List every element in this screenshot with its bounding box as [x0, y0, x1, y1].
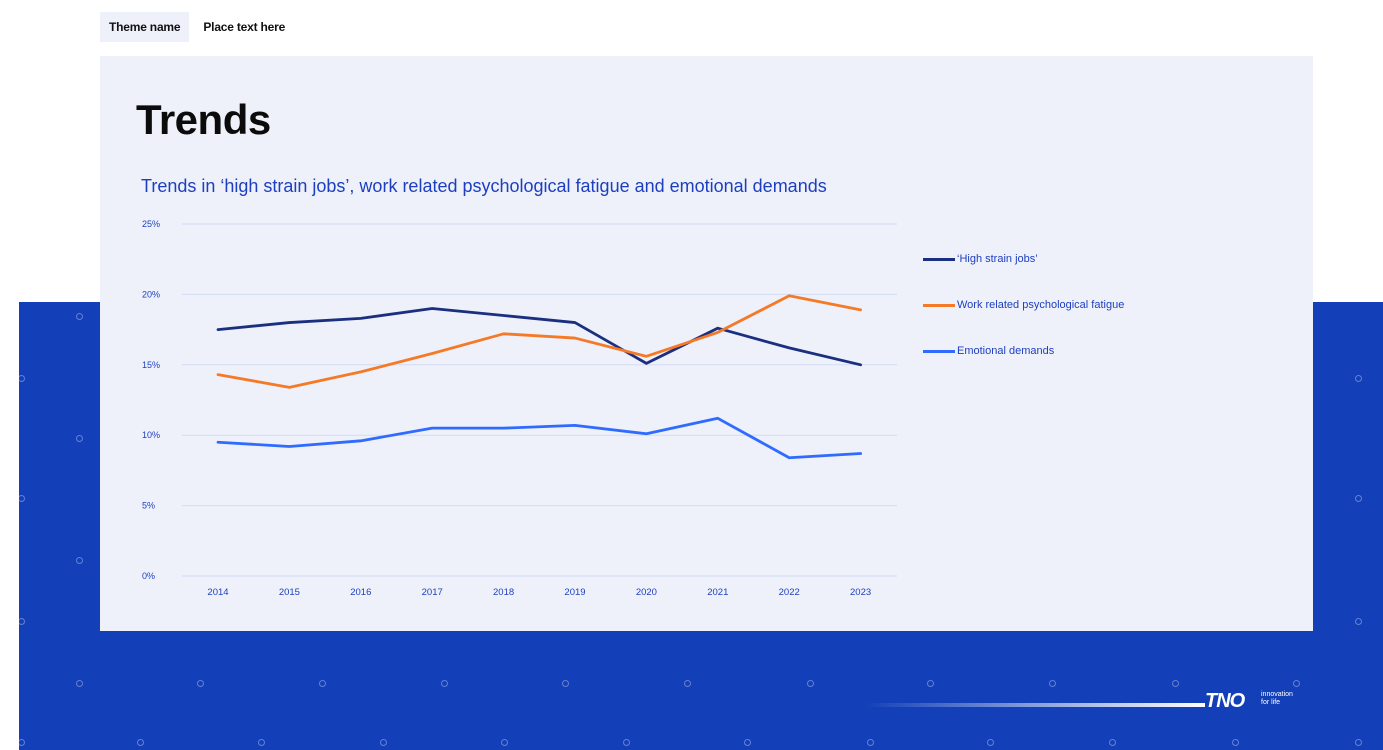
background-dot [1172, 680, 1179, 687]
legend-label-high-strain: ‘High strain jobs’ [957, 253, 1038, 265]
background-dot [987, 739, 994, 746]
y-tick-label: 15% [142, 360, 160, 370]
background-dot [927, 680, 934, 687]
background-dot [1355, 495, 1362, 502]
legend-item-emotional: Emotional demands [923, 328, 1124, 374]
background-dot [1232, 739, 1239, 746]
x-tick-label: 2023 [850, 587, 871, 598]
background-dot [18, 618, 25, 625]
background-dot [1355, 739, 1362, 746]
background-dot [76, 680, 83, 687]
background-dot [18, 739, 25, 746]
y-tick-label: 20% [142, 289, 160, 299]
background-dot [76, 313, 83, 320]
x-tick-label: 2022 [779, 587, 800, 598]
background-dot [319, 680, 326, 687]
background-dot [197, 680, 204, 687]
series-line-0 [216, 307, 862, 367]
background-dot [807, 680, 814, 687]
legend-item-high-strain: ‘High strain jobs’ [923, 236, 1124, 282]
legend-swatch-fatigue [923, 303, 955, 307]
content-panel [100, 56, 1313, 631]
x-tick-label: 2019 [564, 587, 585, 598]
theme-name-label: Theme name [100, 12, 190, 42]
page-title: Trends [136, 96, 271, 143]
background-dot [18, 495, 25, 502]
brand-gradient-line [865, 703, 1205, 707]
background-dot [1355, 618, 1362, 625]
background-dot [441, 680, 448, 687]
tno-logo: TNO [1205, 690, 1245, 712]
brand-tagline: innovation for life [1261, 691, 1293, 707]
legend-swatch-high-strain [923, 257, 955, 261]
x-tick-label: 2020 [636, 587, 657, 598]
legend-label-emotional: Emotional demands [957, 345, 1055, 357]
x-tick-label: 2017 [422, 587, 443, 598]
background-dot [562, 680, 569, 687]
background-dot [76, 435, 83, 442]
y-tick-label: 25% [142, 219, 160, 229]
legend-label-fatigue: Work related psychological fatigue [957, 299, 1125, 311]
brand-footer: TNO innovation for life [865, 688, 1325, 718]
series-line-1 [216, 294, 862, 389]
background-dot [380, 739, 387, 746]
background-dot [1355, 375, 1362, 382]
background-dot [1293, 680, 1300, 687]
place-text-label: Place text here [203, 20, 286, 34]
chart-legend: ‘High strain jobs’ Work related psycholo… [923, 236, 1124, 374]
top-bar: Theme name Place text here [100, 12, 285, 42]
background-dot [684, 680, 691, 687]
legend-item-fatigue: Work related psychological fatigue [923, 282, 1124, 328]
x-tick-label: 2016 [350, 587, 371, 598]
background-dot [1049, 680, 1056, 687]
background-dot [76, 557, 83, 564]
background-dot [1109, 739, 1116, 746]
legend-swatch-emotional [923, 349, 955, 353]
background-dot [18, 375, 25, 382]
background-dot [501, 739, 508, 746]
x-tick-label: 2021 [707, 587, 728, 598]
background-dot [744, 739, 751, 746]
x-tick-label: 2018 [493, 587, 514, 598]
series-line-2 [216, 416, 862, 460]
y-tick-label: 5% [142, 501, 155, 511]
x-tick-label: 2014 [207, 587, 228, 598]
brand-tagline-line-1: innovation [1261, 691, 1293, 698]
background-dot [867, 739, 874, 746]
background-dot [137, 739, 144, 746]
background-dot [258, 739, 265, 746]
chart-title: Trends in ‘high strain jobs’, work relat… [141, 176, 827, 196]
y-tick-label: 10% [142, 430, 160, 440]
y-tick-label: 0% [142, 571, 155, 581]
brand-tagline-line-2: for life [1261, 699, 1281, 706]
x-tick-label: 2015 [279, 587, 300, 598]
background-dot [623, 739, 630, 746]
